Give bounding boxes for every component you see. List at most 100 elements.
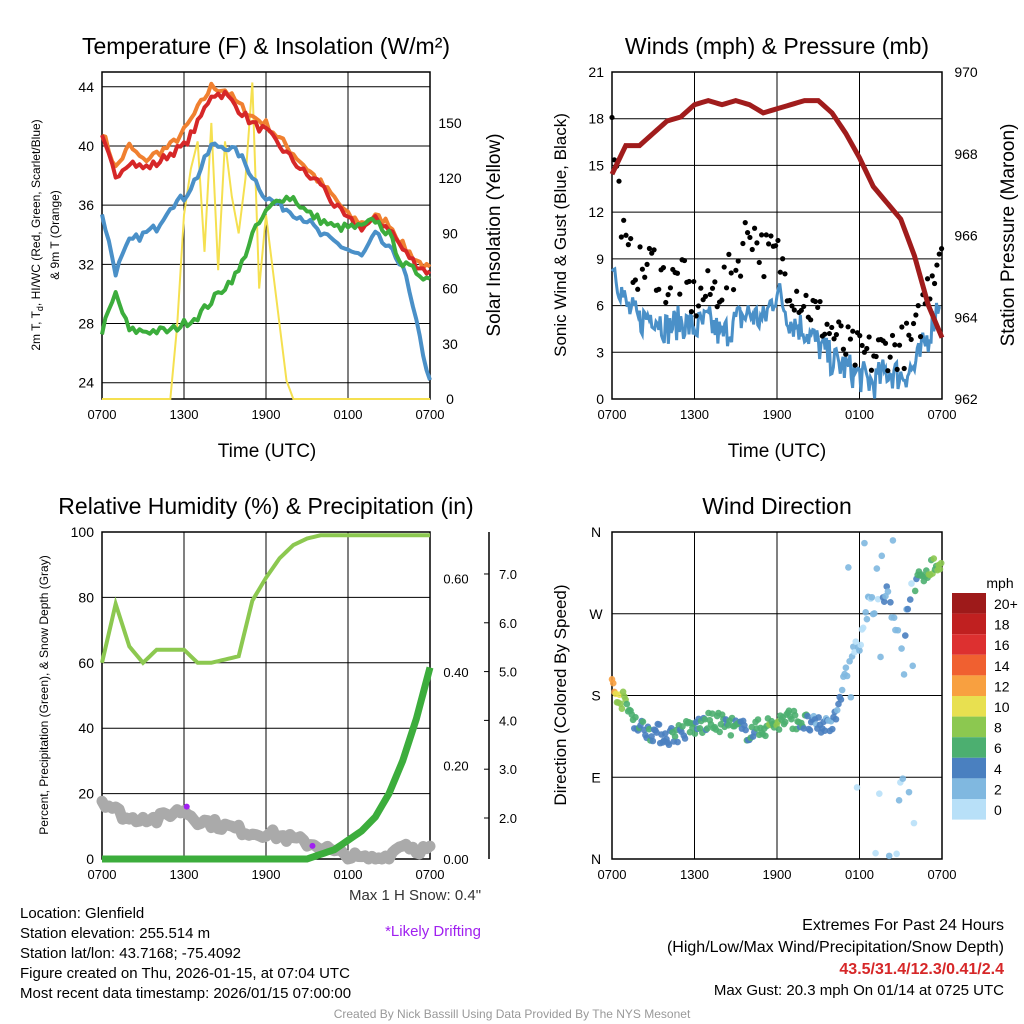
gust-point — [915, 303, 921, 309]
gust-point — [644, 261, 650, 267]
colorbar-label: 6 — [994, 740, 1002, 756]
direction-point — [895, 797, 903, 804]
colorbar-label: 12 — [994, 678, 1010, 694]
direction-point — [873, 565, 881, 572]
p3-ytick-label: 100 — [71, 524, 95, 540]
gust-point — [789, 303, 795, 309]
p4-xtick-label: 1300 — [680, 867, 709, 882]
p2-ylabel: Sonic Wind & Gust (Blue, Black) — [551, 113, 570, 357]
p2-xtick-label: 1900 — [763, 407, 792, 422]
gust-point — [618, 234, 624, 240]
gust-point — [754, 240, 760, 246]
gust-point — [609, 114, 615, 121]
p2-y2tick-label: 964 — [954, 309, 978, 325]
gust-point — [773, 243, 779, 249]
p4-xtick-label: 1900 — [763, 867, 792, 882]
direction-point — [887, 599, 894, 606]
direction-point — [785, 707, 793, 714]
direction-point — [679, 723, 686, 730]
direction-point — [609, 679, 617, 687]
gust-point — [623, 232, 629, 238]
gust-point — [782, 271, 788, 277]
series-td — [100, 194, 431, 336]
direction-point — [653, 729, 660, 736]
p3-ytick-label: 80 — [78, 589, 94, 605]
p3-y3tick-label: 2.0 — [499, 811, 517, 826]
p1-xtick-label: 0700 — [416, 407, 445, 422]
gust-point — [768, 233, 774, 239]
colorbar-swatch — [952, 634, 986, 655]
colorbar-swatch — [952, 696, 986, 717]
gust-point — [903, 320, 910, 326]
gust-point — [822, 331, 828, 337]
direction-point — [708, 710, 716, 717]
direction-point — [748, 723, 756, 731]
gust-point — [628, 235, 634, 242]
p3-y2tick-label: 0.40 — [443, 665, 468, 680]
p3-y3tick-label: 5.0 — [499, 665, 517, 680]
colorbar-swatch — [952, 799, 986, 820]
gust-point — [894, 366, 900, 372]
direction-point — [681, 735, 689, 742]
direction-point — [800, 725, 808, 732]
p1-ytick-label: 24 — [78, 375, 94, 391]
gust-point — [646, 245, 653, 252]
colorbar-label: 4 — [994, 761, 1002, 777]
direction-point — [850, 643, 857, 651]
direction-point — [894, 626, 902, 634]
gust-point — [847, 336, 854, 342]
gust-point — [938, 246, 945, 252]
direction-point — [842, 664, 850, 671]
gust-point — [677, 291, 683, 297]
precip-line — [102, 666, 434, 863]
recent-timestamp: Most recent data timestamp: 2026/01/15 0… — [20, 985, 352, 1002]
gust-point — [733, 267, 739, 273]
credit-text: Created By Nick Bassill Using Data Provi… — [333, 1007, 691, 1021]
direction-point — [859, 624, 867, 632]
gust-point — [763, 232, 769, 238]
p4-ytick-label: E — [591, 769, 600, 785]
colorbar-swatch — [952, 716, 986, 738]
p2-xtick-label: 0700 — [928, 407, 957, 422]
gust-point — [660, 265, 667, 271]
p4-ytick-label: W — [589, 606, 603, 622]
colorbar-label: 20+ — [994, 596, 1018, 612]
gust-point — [852, 362, 858, 368]
gust-point — [616, 178, 622, 184]
max-gust: Max Gust: 20.3 mph On 01/14 at 0725 UTC — [713, 982, 1004, 999]
gust-point — [674, 270, 681, 276]
gust-point — [812, 298, 818, 305]
gust-point — [761, 273, 767, 280]
p1-y2label: Solar Insolation (Yellow) — [484, 133, 505, 336]
p2-xtick-label: 0700 — [598, 407, 627, 422]
direction-point — [742, 726, 749, 734]
snow-depth-line — [96, 795, 436, 865]
colorbar-swatch — [952, 778, 986, 799]
p1-y2tick-label: 0 — [446, 391, 454, 407]
gust-point — [917, 334, 924, 340]
p2-xtick-label: 1300 — [680, 407, 709, 422]
direction-point — [868, 593, 876, 601]
gust-point — [831, 336, 837, 342]
p4-ytick-label: N — [591, 524, 601, 540]
gust-point — [801, 303, 807, 310]
direction-point — [828, 725, 836, 733]
gust-point — [931, 280, 938, 287]
p2-xlabel: Time (UTC) — [728, 441, 827, 462]
colorbar-swatch — [952, 737, 986, 758]
gust-point — [735, 258, 741, 264]
gust-point — [859, 342, 865, 349]
direction-point — [893, 850, 900, 858]
p1-ytick-label: 44 — [78, 79, 94, 95]
p2-ytick-label: 21 — [588, 64, 604, 80]
gust-point — [714, 304, 720, 310]
gust-point — [775, 237, 781, 244]
p1-xtick-label: 0700 — [88, 407, 117, 422]
gust-point — [791, 307, 797, 313]
gust-point — [887, 354, 893, 360]
p1-ylabel-line2: & 9m T (Orange) — [48, 190, 62, 280]
gust-point — [621, 217, 627, 223]
gust-point — [759, 232, 765, 238]
p3-ylabel: Percent, Precipitation (Green), & Snow D… — [37, 555, 51, 834]
